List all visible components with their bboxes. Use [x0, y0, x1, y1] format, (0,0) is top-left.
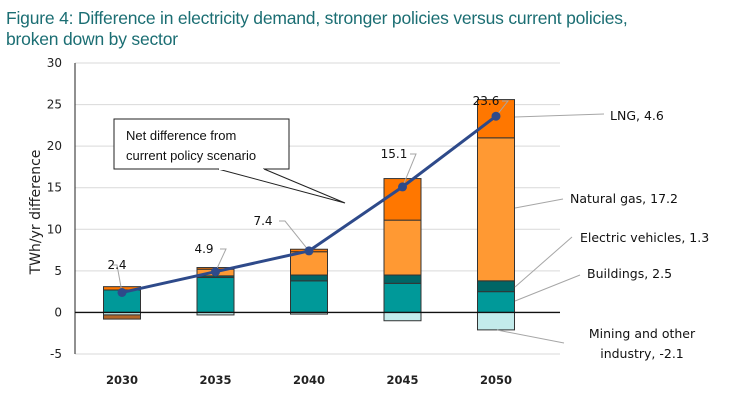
- data-label-leader: [215, 248, 227, 272]
- bar-segment-electric-vehicles-2045: [383, 274, 422, 284]
- x-tick-label: 2045: [386, 373, 418, 387]
- y-tick-label: 25: [47, 98, 62, 112]
- axes: [74, 63, 560, 354]
- figure-title-line-1: Figure 4: Difference in electricity dema…: [6, 8, 628, 28]
- data-label-2030: 2.4: [107, 258, 126, 272]
- y-axis-label: TWh/yr difference: [28, 150, 44, 276]
- callout-box: Net difference from current policy scena…: [113, 118, 346, 204]
- bar-segment-buildings-2045: [383, 282, 422, 313]
- data-label-2050: 23.6: [473, 94, 500, 108]
- callout-rect: [113, 118, 290, 170]
- bar-segment-buildings-2035: [196, 277, 235, 313]
- figure-title-line-2: broken down by sector: [6, 29, 178, 49]
- data-label-2035: 4.9: [194, 242, 213, 256]
- callout-text-line-2: current policy scenario: [126, 148, 256, 163]
- series-label-leader: [514, 236, 573, 288]
- series-label-leader: [514, 198, 564, 209]
- figure-title: Figure 4: Difference in electricity dema…: [6, 8, 731, 50]
- series-label-leader: [514, 113, 605, 118]
- bar-segment-buildings-2040: [290, 280, 328, 313]
- y-tick-label: 30: [47, 56, 62, 70]
- bar-segment-natural-gas-2045: [383, 219, 422, 276]
- data-labels: 2.4 4.9 7.4 15.1 23.6: [107, 94, 499, 272]
- data-label-2045: 15.1: [381, 147, 408, 161]
- leader-lines: [112, 100, 605, 344]
- series-label: Electric vehicles, 1.3: [580, 230, 709, 245]
- net-difference-line: [117, 111, 501, 297]
- x-tick-labels: 2030 2035 2040 2045 2050: [106, 373, 512, 387]
- data-label-leader: [279, 220, 310, 252]
- y-tick-label: -5: [50, 347, 62, 361]
- x-tick-label: 2040: [293, 373, 325, 387]
- y-tick-label: 0: [54, 305, 62, 319]
- y-tick-labels: -5 0 5 10 15 20 25 30: [47, 56, 62, 361]
- bar-segment-other-negative--2030: [103, 314, 141, 320]
- net-line-point-2045: [398, 182, 407, 192]
- x-tick-label: 2030: [106, 373, 138, 387]
- data-label-2040: 7.4: [253, 214, 272, 228]
- bar-segment-mining-and-other-industry-2050: [477, 311, 515, 331]
- bar-segment-buildings-2050: [477, 291, 515, 313]
- x-tick-label: 2035: [199, 373, 231, 387]
- series-label: Natural gas, 17.2: [570, 191, 678, 206]
- x-tick-label: 2050: [480, 373, 512, 387]
- data-label-leader: [112, 264, 123, 293]
- bar-segment-natural-gas-2050: [477, 137, 515, 282]
- net-line-point-2050: [491, 111, 501, 121]
- net-line-point-2035: [211, 267, 220, 277]
- callout-pointer: [217, 168, 346, 204]
- series-label: LNG, 4.6: [610, 108, 664, 123]
- series-label: Buildings, 2.5: [587, 266, 672, 281]
- data-label-leader: [495, 100, 510, 117]
- y-tick-label: 20: [47, 139, 62, 153]
- series-label-leader: [496, 329, 565, 344]
- series-label-leader: [514, 274, 581, 302]
- y-tick-label: 5: [54, 264, 62, 278]
- y-tick-label: 10: [47, 222, 62, 236]
- data-label-leader: [402, 153, 417, 188]
- series-label-mining-line-1: Mining and other: [589, 326, 696, 341]
- callout-text-line-1: Net difference from: [126, 128, 236, 143]
- series-labels: LNG, 4.6 Natural gas, 17.2 Electric vehicl…: [570, 108, 709, 361]
- series-label-mining-line-2: industry, -2.1: [600, 346, 684, 361]
- bar-segment-electric-vehicles-2040: [290, 274, 328, 282]
- y-tick-label: 15: [47, 181, 62, 195]
- net-line-point-2030: [117, 287, 127, 297]
- bar-segment-electric-vehicles-2050: [477, 280, 515, 293]
- net-line-point-2040: [304, 246, 314, 256]
- bar-segment-mining-and-other-industry-2045: [383, 311, 422, 322]
